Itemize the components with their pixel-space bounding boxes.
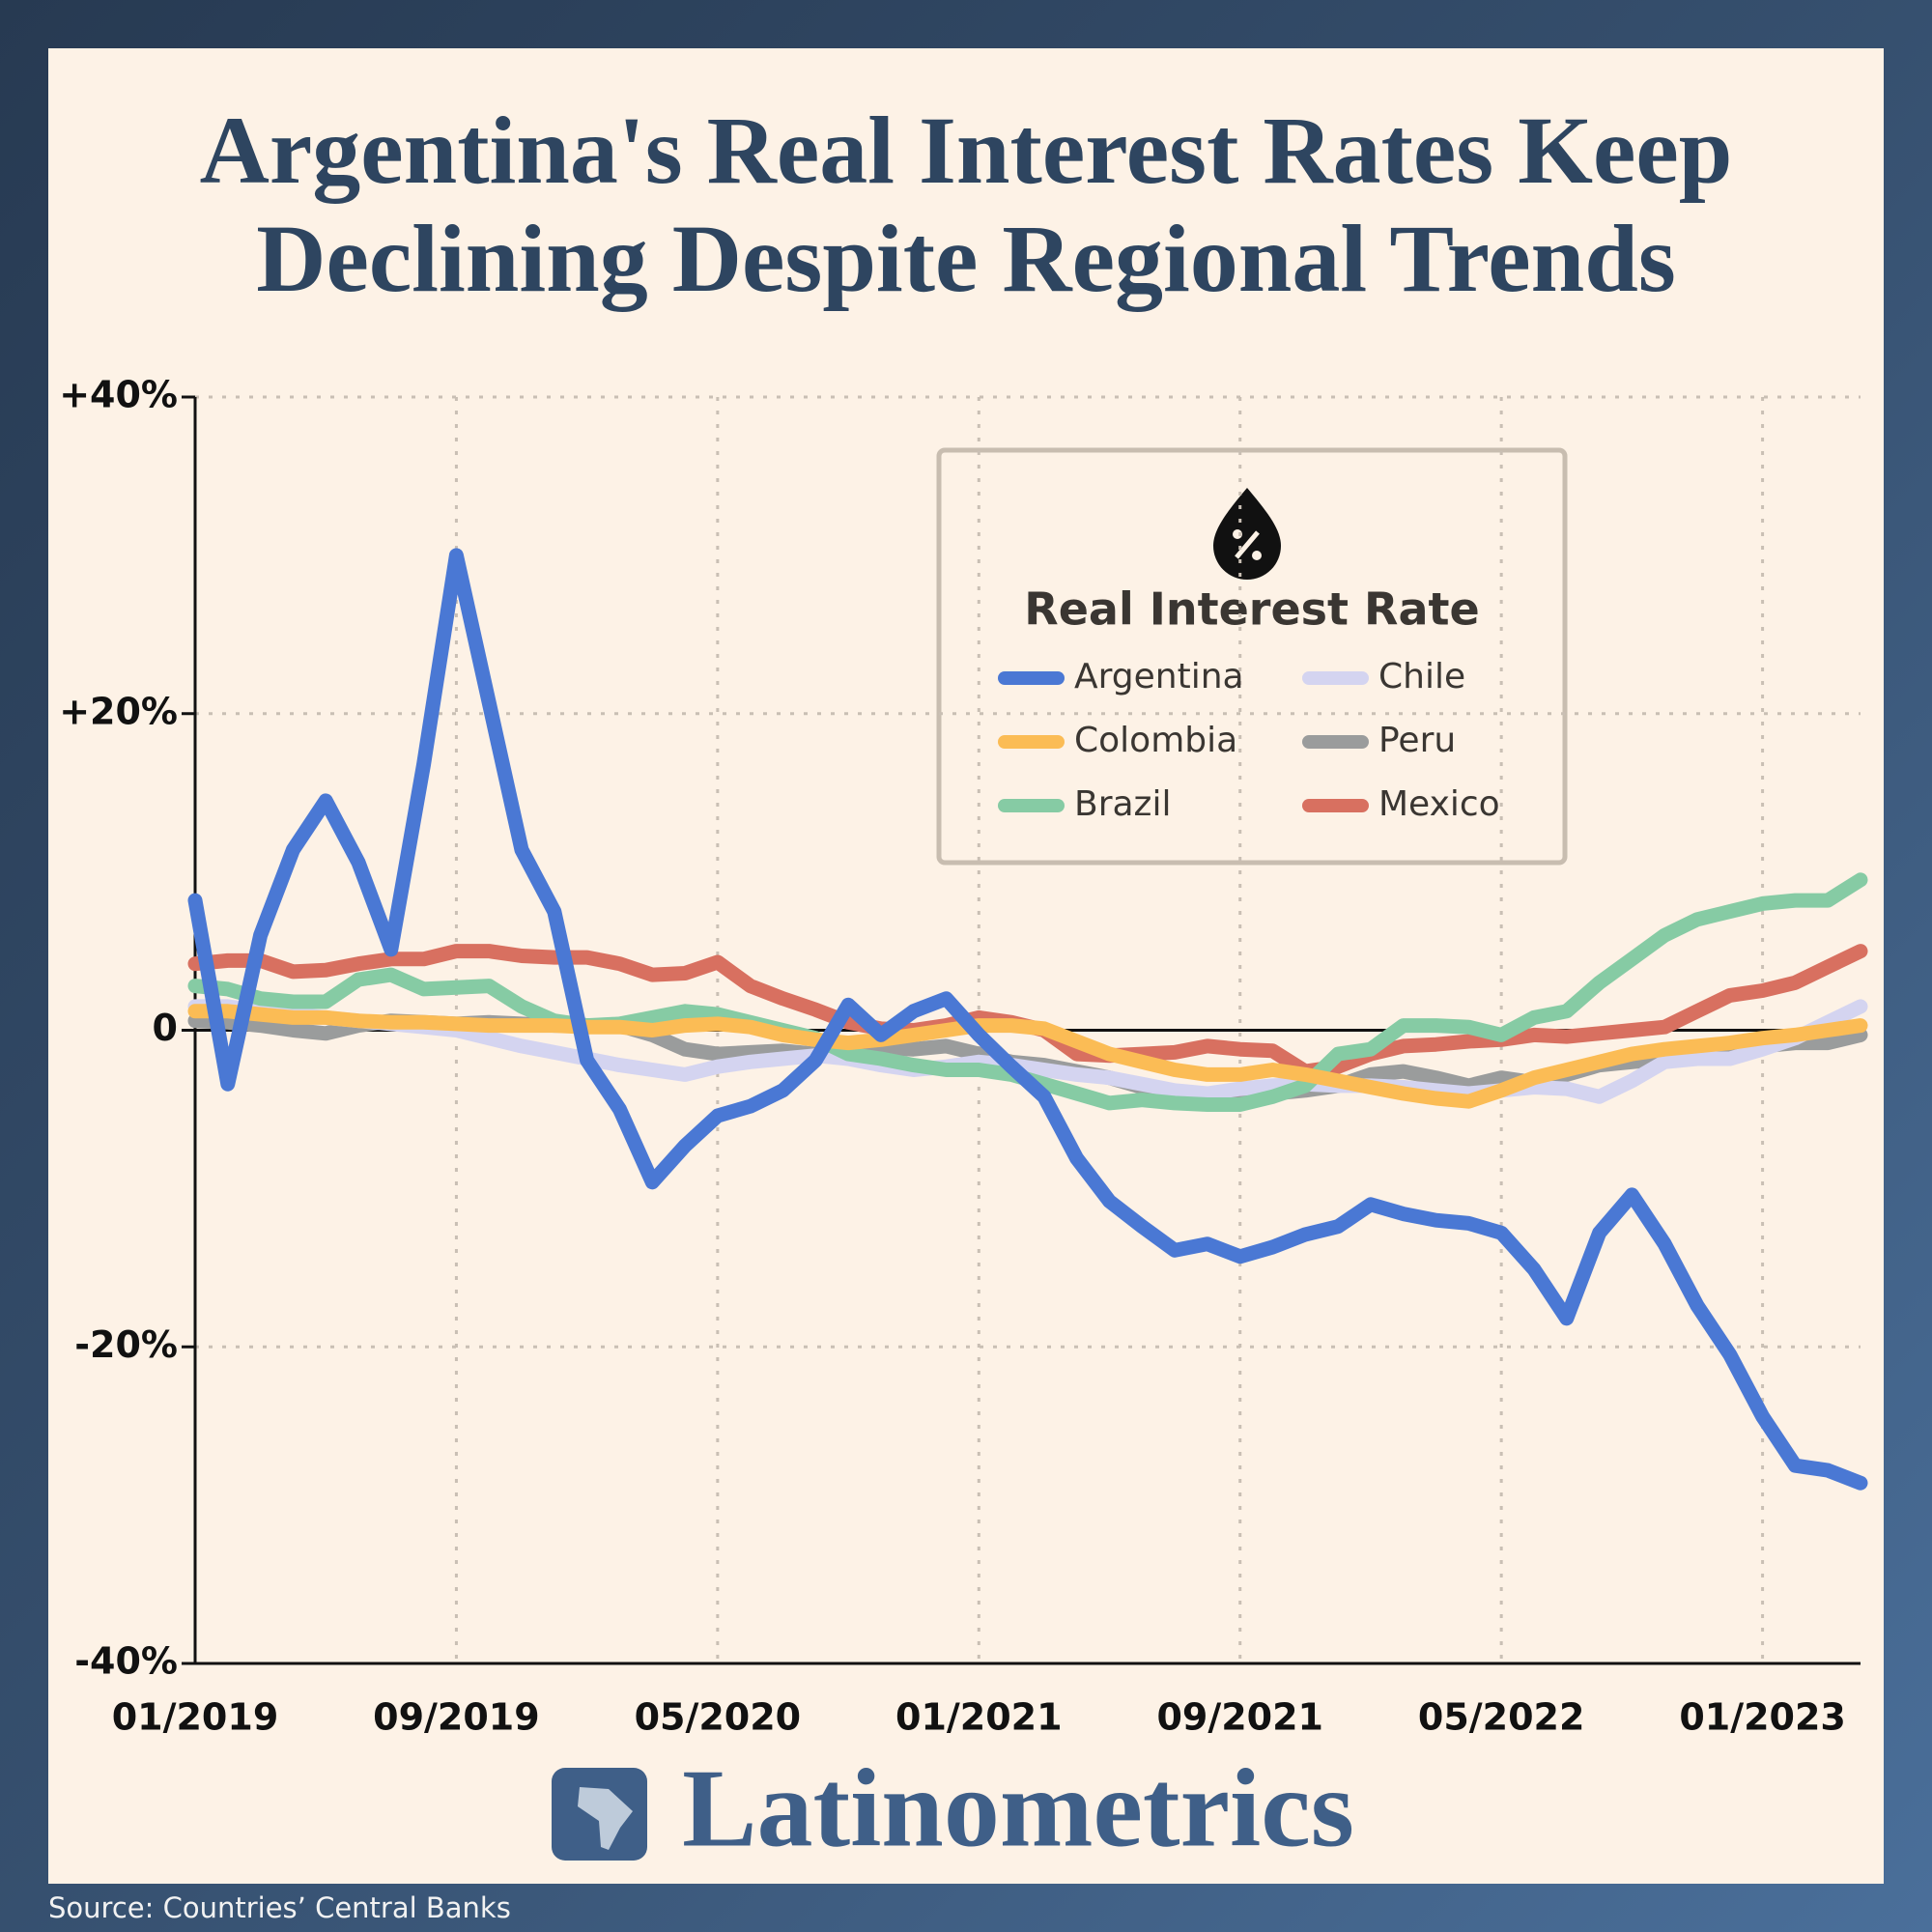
legend-title: Real Interest Rate bbox=[1024, 583, 1479, 636]
legend-label: Mexico bbox=[1378, 784, 1500, 824]
x-tick-label: 05/2022 bbox=[1418, 1696, 1585, 1739]
legend-label: Colombia bbox=[1074, 721, 1237, 760]
series-line bbox=[187, 999, 1868, 1104]
x-tick-label: 01/2019 bbox=[112, 1696, 279, 1739]
x-tick-label: 05/2020 bbox=[635, 1696, 802, 1739]
legend-label: Chile bbox=[1378, 657, 1465, 696]
legend-label: Argentina bbox=[1074, 657, 1244, 696]
y-tick-label: 0 bbox=[153, 1007, 178, 1049]
brand: Latinometrics bbox=[682, 1747, 1354, 1871]
series-line bbox=[187, 548, 1868, 1491]
source: Source: Countries’ Central Banks bbox=[48, 1891, 511, 1924]
y-tick-label: -20% bbox=[74, 1323, 178, 1366]
x-tick-label: 09/2019 bbox=[373, 1696, 540, 1739]
legend-label: Peru bbox=[1378, 721, 1456, 760]
logo-icon bbox=[552, 1768, 647, 1861]
x-tick-label: 09/2021 bbox=[1156, 1696, 1323, 1739]
series-line bbox=[187, 1004, 1868, 1109]
legend-icon bbox=[1213, 488, 1281, 580]
chart-title: Argentina's Real Interest Rates Keep Dec… bbox=[199, 97, 1733, 312]
y-tick-label: +20% bbox=[59, 690, 178, 732]
legend-box bbox=[936, 447, 1568, 866]
y-tick-label: +40% bbox=[59, 374, 178, 416]
x-tick-label: 01/2021 bbox=[895, 1696, 1063, 1739]
x-tick-label: 01/2023 bbox=[1679, 1696, 1846, 1739]
legend-label: Brazil bbox=[1074, 784, 1171, 824]
y-tick-label: -40% bbox=[74, 1640, 178, 1683]
